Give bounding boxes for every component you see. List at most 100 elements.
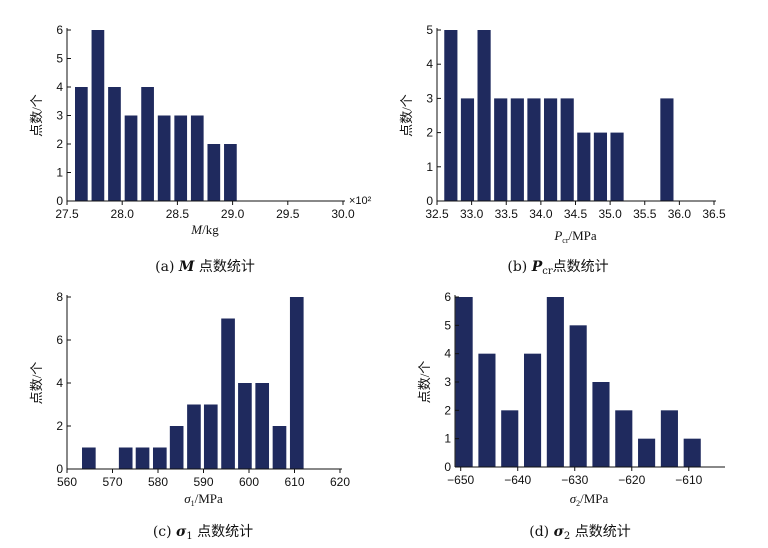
y-axis-label: 点数/个 — [417, 361, 432, 404]
y-tick-label: 3 — [56, 109, 63, 123]
x-axis-subscript: 2 — [576, 499, 580, 508]
bar — [543, 98, 558, 201]
y-axis-label: 点数/个 — [29, 362, 44, 405]
x-multiplier: ×10² — [349, 195, 372, 207]
x-tick-label: 33.0 — [460, 207, 484, 221]
bar — [187, 404, 201, 469]
y-tick-label: 2 — [56, 137, 63, 151]
y-tick-label: 1 — [426, 160, 433, 174]
bar — [477, 30, 491, 201]
bar — [135, 447, 150, 469]
x-tick-label: 28.0 — [111, 207, 135, 221]
chart-caption: (a) M 点数统计 — [155, 259, 255, 275]
y-axis-label: 点数/个 — [29, 94, 44, 137]
x-axis-symbol: σ — [570, 491, 577, 506]
y-tick-label: 5 — [56, 52, 63, 66]
x-tick-label: 610 — [284, 475, 304, 489]
x-tick-label: 28.5 — [166, 207, 190, 221]
chart-a: 0 1 2 3 4 5 6 27.5 28.0 28.5 29.0 29.5 30.0×10² 点数/个 M… — [29, 23, 372, 275]
bar — [255, 383, 270, 469]
x-tick-label: 600 — [239, 475, 259, 489]
bar — [610, 132, 624, 201]
x-tick-label: −620 — [618, 473, 645, 487]
caption-subscript: 2 — [564, 531, 570, 542]
bar — [524, 353, 542, 467]
x-tick-label: 34.0 — [529, 207, 553, 221]
y-tick-label: 1 — [444, 432, 451, 446]
x-tick-label: 32.5 — [425, 207, 449, 221]
bar — [593, 132, 608, 201]
y-tick-label: 3 — [444, 375, 451, 389]
x-axis-symbol: M — [190, 222, 203, 237]
y-tick-label: 2 — [426, 126, 433, 140]
bar — [569, 325, 587, 467]
x-tick-label: 620 — [330, 475, 350, 489]
bar — [169, 426, 184, 469]
bar — [224, 144, 237, 201]
bar — [75, 87, 88, 201]
bar — [455, 297, 473, 467]
x-axis-label: σ2/MPa — [570, 491, 609, 508]
x-tick-label: 35.5 — [633, 207, 657, 221]
y-tick-label: 2 — [444, 403, 451, 417]
x-tick-label: 560 — [57, 475, 77, 489]
x-tick-label: −640 — [504, 473, 531, 487]
bar — [207, 144, 221, 201]
caption-symbol: P — [531, 259, 543, 275]
bar — [560, 98, 574, 201]
x-tick-label: 580 — [148, 475, 168, 489]
bar — [152, 447, 167, 469]
y-tick-label: 4 — [56, 80, 63, 94]
y-tick-label: 0 — [56, 194, 63, 208]
caption-prefix: (d) — [529, 524, 553, 540]
y-tick-label: 0 — [56, 462, 63, 476]
x-tick-label: 29.5 — [276, 207, 300, 221]
x-tick-label: −630 — [561, 473, 588, 487]
bar — [118, 447, 133, 469]
chart-caption: (b) Pcr点数统计 — [507, 259, 608, 277]
x-tick-label: 36.5 — [702, 207, 726, 221]
bar — [221, 318, 235, 469]
bar — [660, 410, 678, 467]
bar — [683, 438, 701, 467]
bar — [577, 132, 591, 201]
bar — [478, 353, 496, 467]
bar — [638, 438, 656, 467]
chart-caption: (c) σ1 点数统计 — [153, 524, 253, 542]
y-axis-label: 点数/个 — [399, 94, 414, 137]
bar — [460, 98, 475, 201]
bar — [510, 98, 524, 201]
y-tick-label: 4 — [56, 376, 63, 390]
bar — [546, 297, 564, 467]
x-tick-label: −650 — [447, 473, 474, 487]
bar — [494, 98, 508, 201]
x-axis-symbol: σ — [184, 491, 191, 506]
x-axis-symbol: P — [553, 228, 562, 243]
x-tick-label: 34.5 — [564, 207, 588, 221]
caption-suffix: 点数统计 — [193, 524, 253, 540]
caption-symbol: σ — [176, 524, 187, 540]
y-tick-label: 2 — [56, 419, 63, 433]
chart-caption: (d) σ2 点数统计 — [529, 524, 631, 542]
bar — [91, 30, 105, 201]
y-tick-label: 6 — [56, 23, 63, 37]
y-tick-label: 3 — [426, 91, 433, 105]
caption-prefix: (a) — [155, 259, 179, 275]
caption-suffix: 点数统计 — [570, 524, 630, 540]
bar — [174, 115, 188, 201]
bar — [272, 426, 287, 469]
bar — [501, 410, 519, 467]
x-axis-unit: /MPa — [580, 491, 608, 506]
y-tick-label: 8 — [56, 290, 63, 304]
bar — [527, 98, 541, 201]
y-tick-label: 4 — [444, 347, 451, 361]
chart-b: 0 1 2 3 4 5 32.5 33.0 33.5 34.0 34.5 35.0 35.5 36.0 36… — [399, 23, 726, 277]
y-tick-label: 6 — [56, 333, 63, 347]
x-tick-label: 27.5 — [55, 207, 79, 221]
x-tick-label: 36.0 — [668, 207, 692, 221]
x-axis-label: M/kg — [190, 222, 219, 237]
x-tick-label: 35.0 — [598, 207, 622, 221]
